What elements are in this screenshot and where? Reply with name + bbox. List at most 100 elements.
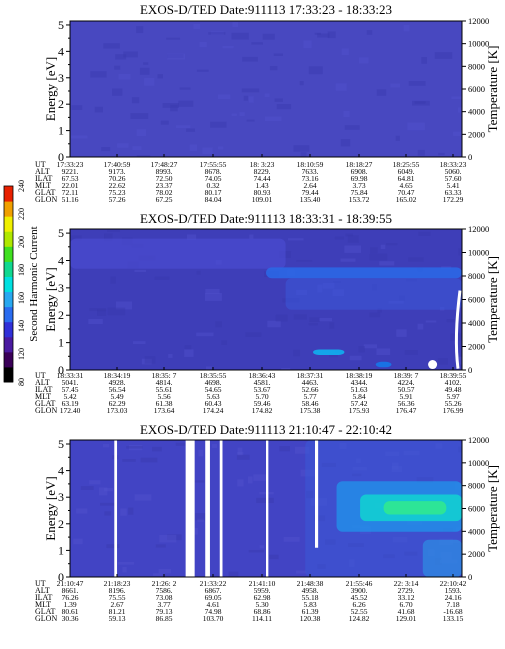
texture-patch bbox=[158, 568, 172, 574]
ephemeris-cell: 74.44 bbox=[254, 174, 271, 183]
ephemeris-cell: 4814. bbox=[156, 378, 173, 387]
colorbar: 80 120 140 160 180 200 220 240 Second Harmonic C… bbox=[3, 180, 40, 386]
texture-patch bbox=[186, 128, 196, 132]
texture-patch bbox=[369, 312, 381, 318]
texture-patch bbox=[190, 480, 205, 483]
texture-patch bbox=[128, 444, 143, 451]
data-gap bbox=[315, 440, 319, 548]
ephemeris-cell: 153.72 bbox=[349, 195, 370, 204]
ephemeris-cell: 69.98 bbox=[351, 174, 368, 183]
ephemeris-cell: 55.61 bbox=[156, 385, 173, 394]
y2-tick-label: 0 bbox=[468, 152, 472, 162]
colorbar-segment bbox=[4, 366, 13, 383]
ephemeris-row-label: GLON bbox=[35, 195, 57, 204]
texture-patch bbox=[179, 87, 191, 90]
ephemeris-cell: 56.36 bbox=[398, 399, 415, 408]
texture-patch bbox=[184, 349, 194, 357]
ephemeris-cell: 30.36 bbox=[62, 614, 79, 623]
texture-patch bbox=[343, 110, 350, 118]
texture-patch bbox=[319, 317, 333, 322]
texture-patch bbox=[111, 88, 123, 96]
texture-patch bbox=[160, 120, 169, 125]
texture-patch bbox=[262, 33, 275, 40]
texture-patch bbox=[408, 257, 424, 262]
colorbar-segment bbox=[4, 186, 13, 202]
y-tick-label: 4 bbox=[58, 464, 64, 478]
texture-patch bbox=[246, 119, 255, 122]
ephemeris-cell: 80.61 bbox=[62, 607, 79, 616]
texture-patch bbox=[300, 152, 307, 157]
y2-tick-label: 2000 bbox=[468, 549, 485, 559]
ephemeris-cell: 3900. bbox=[351, 586, 368, 595]
texture-patch bbox=[417, 323, 424, 330]
y2-tick-label: 8000 bbox=[468, 271, 485, 281]
y-tick-label: 5 bbox=[58, 437, 64, 451]
ephemeris-cell: 2729. bbox=[398, 586, 415, 595]
ephemeris-cell: 124.82 bbox=[349, 614, 370, 623]
ephemeris-cell: 5.70 bbox=[255, 392, 268, 401]
texture-patch bbox=[329, 354, 338, 358]
texture-patch bbox=[175, 125, 191, 129]
ephemeris-cell: 86.85 bbox=[156, 614, 173, 623]
y-tick-label: 0 bbox=[58, 570, 64, 584]
y2-axis-label: Temperature [K] bbox=[485, 465, 500, 552]
ephemeris-cell: 5.30 bbox=[255, 600, 268, 609]
texture-patch bbox=[349, 355, 362, 361]
ephemeris-cell: 22.62 bbox=[109, 181, 126, 190]
texture-patch bbox=[276, 103, 292, 110]
texture-patch bbox=[358, 346, 365, 353]
ephemeris-cell: 5.84 bbox=[352, 392, 365, 401]
heatmap-feature bbox=[313, 349, 345, 355]
texture-patch bbox=[97, 309, 107, 316]
y2-tick-label: 2000 bbox=[468, 342, 485, 352]
y-axis-label: Energy [eV] bbox=[43, 476, 58, 540]
y-tick-label: 3 bbox=[58, 71, 64, 85]
texture-patch bbox=[438, 152, 445, 156]
y-tick-label: 5 bbox=[58, 226, 64, 240]
ephemeris-cell: 33.12 bbox=[398, 593, 415, 602]
texture-patch bbox=[139, 67, 150, 75]
texture-patch bbox=[110, 276, 116, 284]
texture-patch bbox=[212, 444, 218, 448]
texture-patch bbox=[243, 95, 249, 101]
texture-patch bbox=[340, 138, 351, 147]
ephemeris-cell: 0.32 bbox=[206, 181, 219, 190]
texture-patch bbox=[144, 78, 155, 86]
colorbar-frame bbox=[3, 185, 14, 383]
ephemeris-cell: 75.55 bbox=[109, 593, 126, 602]
colorbar-segment bbox=[4, 306, 13, 323]
heatmap-feature bbox=[70, 238, 286, 269]
texture-patch bbox=[404, 350, 418, 355]
heatmap-feature bbox=[422, 539, 462, 577]
ephemeris-cell: 17:33:23 bbox=[57, 160, 84, 169]
ephemeris-cell: 4224. bbox=[398, 378, 415, 387]
white-boundary-curve bbox=[454, 290, 462, 369]
ephemeris-cell: 2.67 bbox=[110, 600, 123, 609]
colorbar-tick-label: 140 bbox=[17, 320, 26, 332]
texture-patch bbox=[417, 149, 425, 156]
texture-patch bbox=[198, 449, 204, 457]
texture-patch bbox=[90, 71, 107, 78]
ephemeris-cell: 175.38 bbox=[300, 406, 321, 415]
texture-patch bbox=[205, 288, 220, 294]
ephemeris-cell: 22.01 bbox=[62, 181, 79, 190]
ephemeris-cell: 5.83 bbox=[303, 600, 316, 609]
texture-patch bbox=[377, 308, 382, 313]
ephemeris-cell: 6.70 bbox=[399, 600, 412, 609]
y-tick-label: 2 bbox=[58, 97, 64, 111]
ephemeris-cell: 45.52 bbox=[351, 593, 368, 602]
texture-patch bbox=[236, 454, 250, 460]
ephemeris-cell: 176.99 bbox=[443, 406, 464, 415]
ephemeris-cell: 78.02 bbox=[156, 188, 173, 197]
texture-patch bbox=[264, 93, 270, 97]
ephemeris-table: UTALTILATMLTGLATGLON18:33:315041.57.455.… bbox=[35, 371, 467, 415]
ephemeris-cell: 73.08 bbox=[156, 593, 173, 602]
y2-tick-label: 6000 bbox=[468, 295, 485, 305]
texture-patch bbox=[196, 69, 209, 72]
texture-patch bbox=[196, 332, 214, 337]
texture-patch bbox=[256, 497, 274, 504]
ephemeris-cell: 55.26 bbox=[445, 399, 462, 408]
texture-patch bbox=[366, 30, 373, 35]
texture-patch bbox=[296, 259, 313, 262]
texture-patch bbox=[403, 24, 410, 32]
